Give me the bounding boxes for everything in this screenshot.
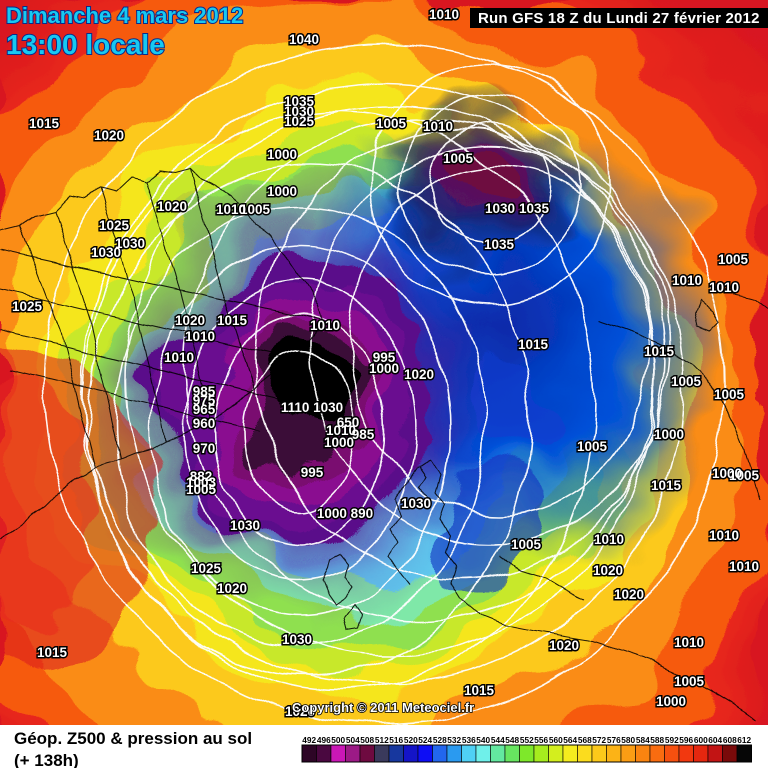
svg-text:1000: 1000 (267, 184, 297, 199)
svg-text:1030: 1030 (485, 201, 515, 216)
svg-text:1010: 1010 (709, 528, 739, 543)
svg-text:1010: 1010 (185, 329, 215, 344)
svg-text:1010: 1010 (729, 559, 759, 574)
svg-text:1015: 1015 (29, 116, 60, 131)
svg-text:1005: 1005 (376, 116, 407, 131)
svg-text:965: 965 (193, 402, 216, 417)
svg-text:1020: 1020 (593, 563, 623, 578)
svg-text:1000 890: 1000 890 (317, 506, 373, 521)
svg-text:970: 970 (193, 441, 216, 456)
svg-text:1030: 1030 (282, 632, 312, 647)
svg-text:960: 960 (193, 416, 216, 431)
svg-text:1020: 1020 (175, 313, 205, 328)
svg-text:1020: 1020 (614, 587, 644, 602)
svg-text:985: 985 (352, 427, 375, 442)
svg-text:1005: 1005 (577, 439, 608, 454)
svg-text:1020: 1020 (94, 128, 124, 143)
svg-text:1015: 1015 (37, 645, 68, 660)
svg-text:1025: 1025 (99, 218, 130, 233)
svg-text:1010: 1010 (674, 635, 704, 650)
svg-text:1000: 1000 (654, 427, 684, 442)
svg-text:1015: 1015 (518, 337, 549, 352)
svg-text:1005: 1005 (511, 537, 542, 552)
svg-text:1005: 1005 (718, 252, 749, 267)
svg-text:1110 1030: 1110 1030 (281, 400, 343, 415)
svg-text:1035: 1035 (519, 201, 550, 216)
svg-text:1005: 1005 (443, 151, 474, 166)
svg-text:1000: 1000 (656, 694, 686, 709)
svg-text:1015: 1015 (217, 313, 248, 328)
svg-text:1020: 1020 (217, 581, 247, 596)
svg-text:1005: 1005 (714, 387, 745, 402)
svg-text:1020: 1020 (157, 199, 187, 214)
svg-text:1010: 1010 (429, 7, 459, 22)
svg-text:1020: 1020 (549, 638, 579, 653)
svg-text:1005: 1005 (240, 202, 271, 217)
svg-text:1000: 1000 (267, 147, 297, 162)
svg-text:1015: 1015 (644, 344, 675, 359)
svg-text:1005: 1005 (186, 482, 217, 497)
svg-text:1025: 1025 (12, 299, 43, 314)
svg-text:1010: 1010 (594, 532, 624, 547)
svg-text:1000: 1000 (324, 435, 354, 450)
svg-text:1020: 1020 (404, 367, 434, 382)
svg-text:1015: 1015 (464, 683, 495, 698)
svg-text:1030: 1030 (91, 245, 121, 260)
svg-text:1010: 1010 (310, 318, 340, 333)
svg-text:1035: 1035 (484, 237, 515, 252)
svg-text:1005: 1005 (674, 674, 705, 689)
svg-text:1025: 1025 (191, 561, 222, 576)
svg-text:1010: 1010 (709, 280, 739, 295)
svg-text:1010: 1010 (164, 350, 194, 365)
svg-text:1010: 1010 (423, 119, 453, 134)
svg-text:1030: 1030 (401, 496, 431, 511)
svg-text:1030: 1030 (230, 518, 260, 533)
svg-text:1005: 1005 (729, 468, 760, 483)
svg-text:1025: 1025 (284, 114, 315, 129)
svg-text:1000: 1000 (369, 361, 399, 376)
svg-text:1010: 1010 (672, 273, 702, 288)
svg-text:1040: 1040 (289, 32, 319, 47)
svg-text:995: 995 (301, 465, 324, 480)
svg-text:1015: 1015 (651, 478, 682, 493)
svg-text:1005: 1005 (671, 374, 702, 389)
